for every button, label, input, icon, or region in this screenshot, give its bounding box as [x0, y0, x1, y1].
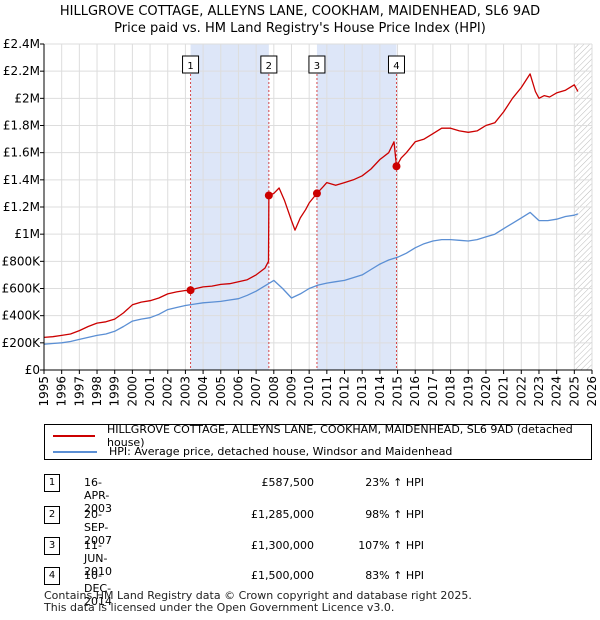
sale-price: £587,500: [261, 476, 315, 489]
sale-point: [312, 189, 321, 198]
sale-marker-label: 2: [266, 61, 272, 72]
sale-point: [186, 286, 195, 295]
x-tick-label: 1995: [37, 376, 51, 407]
y-tick-label: £1.6M: [3, 146, 40, 160]
x-tick-label: 2011: [320, 376, 334, 407]
y-tick-label: £0: [25, 363, 40, 377]
legend-property-line: [53, 434, 96, 437]
x-tick-label: 2012: [338, 376, 352, 407]
legend-item-property: HILLGROVE COTTAGE, ALLEYNS LANE, COOKHAM…: [53, 423, 591, 449]
footer-attribution: Contains HM Land Registry data © Crown c…: [44, 590, 472, 614]
sale-point: [392, 162, 401, 171]
sale-date: 16-APR-2003: [84, 476, 112, 515]
chart-title-line-2: Price paid vs. HM Land Registry's House …: [114, 21, 486, 36]
sale-marker-box: [387, 55, 405, 74]
x-tick-label: 2009: [284, 376, 298, 407]
footer-copyright: Contains HM Land Registry data © Crown c…: [44, 589, 472, 602]
x-tick-label: 2020: [479, 376, 493, 407]
x-tick-label: 2017: [426, 376, 440, 407]
sale-number-badge: 1: [44, 474, 60, 492]
sale-number-badge: 3: [44, 537, 60, 555]
footer-licence: This data is licensed under the Open Gov…: [44, 601, 395, 614]
hpi-series-line: [43, 211, 579, 345]
sale-number-badge: 4: [44, 567, 60, 585]
sale-point: [264, 191, 273, 200]
x-tick-label: 2014: [373, 376, 387, 407]
x-tick-label: 1998: [90, 376, 104, 407]
legend-hpi-label: HPI: Average price, detached house, Wind…: [109, 445, 453, 458]
x-tick-label: 2025: [567, 376, 581, 407]
x-tick-label: 1996: [55, 376, 69, 407]
x-tick-label: 2001: [143, 376, 157, 407]
sale-marker-box: [182, 55, 200, 74]
x-tick-label: 2019: [461, 376, 475, 407]
sale-date: 20-SEP-2007: [84, 508, 112, 547]
x-tick-label: 2022: [514, 376, 528, 407]
x-tick-label: 2003: [178, 376, 192, 407]
sale-hpi-change: 83% ↑ HPI: [365, 569, 424, 582]
y-tick-label: £2M: [14, 91, 40, 105]
y-tick-label: £1M: [14, 227, 40, 241]
x-tick-label: 2002: [161, 376, 175, 407]
x-tick-label: 2010: [302, 376, 316, 407]
x-tick-label: 2026: [585, 376, 599, 407]
y-tick-label: £2.2M: [3, 64, 40, 78]
chart-title-line-1: HILLGROVE COTTAGE, ALLEYNS LANE, COOKHAM…: [59, 4, 541, 19]
sale-date: 10-DEC-2014: [84, 569, 112, 608]
y-tick-label: £1.8M: [3, 119, 40, 133]
x-tick-label: 2021: [497, 376, 511, 407]
y-tick-label: £2.4M: [3, 37, 40, 51]
y-tick-label: £400K: [2, 309, 42, 323]
x-tick-label: 2018: [444, 376, 458, 407]
x-tick-label: 2024: [550, 376, 564, 407]
legend-property-label: HILLGROVE COTTAGE, ALLEYNS LANE, COOKHAM…: [107, 422, 573, 449]
y-tick-label: £1.4M: [3, 173, 40, 187]
x-tick-label: 2013: [355, 376, 369, 407]
x-tick-label: 2016: [408, 376, 422, 407]
legend-hpi-line: [53, 450, 97, 453]
x-tick-label: 2006: [231, 376, 245, 407]
x-tick-label: 1997: [72, 376, 86, 407]
sale-hpi-change: 23% ↑ HPI: [365, 476, 424, 489]
y-tick-label: £600K: [2, 282, 42, 296]
price-chart: 1 2 3 4 £0 £200K £400K £600K £800K £1M £1.2M £1.4M…: [2, 37, 599, 407]
property-series-line: [43, 73, 579, 339]
x-tick-label: 2008: [267, 376, 281, 407]
sale-marker-box: [308, 55, 326, 74]
sale-date: 11-JUN-2010: [84, 539, 112, 578]
x-tick-label: 2007: [249, 376, 263, 407]
x-tick-label: 2023: [532, 376, 546, 407]
x-tick-label: 2005: [214, 376, 228, 407]
sale-hpi-change: 107% ↑ HPI: [358, 539, 424, 552]
sale-number-badge: 2: [44, 506, 60, 524]
x-tick-label: 1999: [108, 376, 122, 407]
y-tick-label: £1.2M: [3, 200, 40, 214]
y-tick-label: £800K: [2, 254, 42, 268]
sale-price: £1,285,000: [251, 508, 314, 521]
sale-marker-label: 4: [393, 61, 399, 72]
x-tick-label: 2015: [391, 376, 405, 407]
sale-marker-label: 3: [314, 61, 320, 72]
x-tick-label: 2000: [125, 376, 139, 407]
sale-price: £1,500,000: [251, 569, 314, 582]
legend-item-hpi: HPI: Average price, detached house, Wind…: [53, 444, 452, 459]
sale-marker-label: 1: [187, 61, 193, 72]
x-tick-label: 2004: [196, 376, 210, 407]
sale-marker-box: [260, 55, 278, 74]
sale-price: £1,300,000: [251, 539, 314, 552]
y-tick-label: £200K: [2, 336, 42, 350]
chart-legend: HILLGROVE COTTAGE, ALLEYNS LANE, COOKHAM…: [44, 423, 592, 460]
sale-hpi-change: 98% ↑ HPI: [365, 508, 424, 521]
